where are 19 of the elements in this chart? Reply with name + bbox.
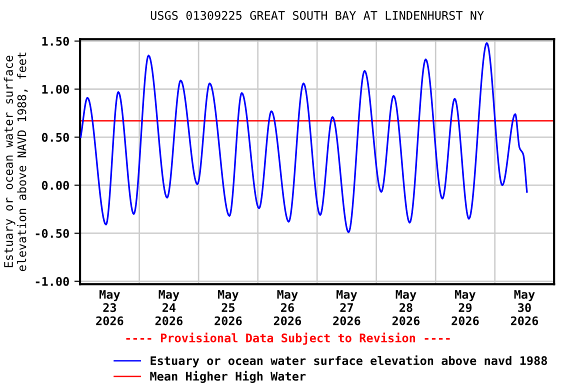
x-tick-label: May 26 2026	[274, 290, 302, 326]
y-axis-title: Estuary or ocean water surface elevation above NAVD 1988, feet	[4, 52, 28, 272]
y-tick-label: -0.50	[36, 228, 69, 238]
text: ---- Provisional Data Subject to Revision ----	[126, 332, 450, 345]
chart-title: USGS 01309225 GREAT SOUTH BAY AT LINDENHURST NY	[150, 10, 484, 20]
legend-label: Mean Higher High Water	[150, 370, 306, 383]
y-tick-label: -1.00	[36, 277, 69, 286]
y-tick-label: 1.00	[42, 84, 69, 94]
y-tick-label: 0.00	[42, 180, 69, 190]
y-tick-label: 0.50	[42, 132, 69, 142]
x-tick-label: May 28 2026	[392, 290, 420, 326]
x-tick-label: May 27 2026	[333, 290, 360, 326]
x-tick-label: May 30 2026	[510, 290, 538, 326]
x-tick-label: May 29 2026	[452, 290, 479, 326]
x-tick-label: May 23 2026	[96, 290, 124, 326]
x-tick-label: May 25 2026	[214, 290, 242, 326]
y-tick-label: 1.50	[42, 36, 69, 46]
legend-label: Estuary or ocean water surface elevation above navd 1988	[150, 355, 547, 368]
x-tick-label: May 24 2026	[155, 290, 183, 326]
